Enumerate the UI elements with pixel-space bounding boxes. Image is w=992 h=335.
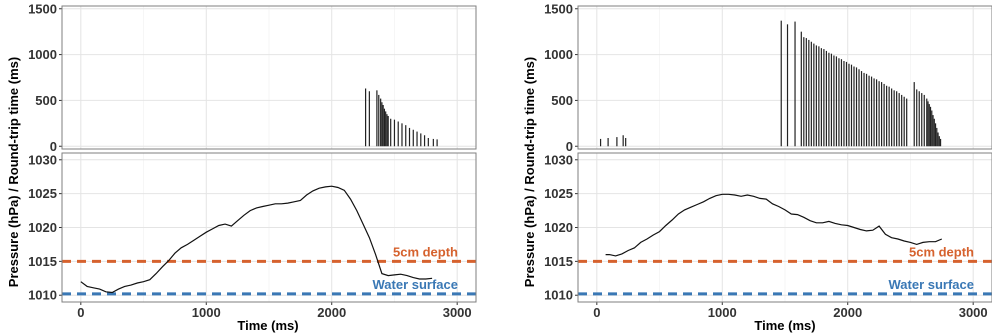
- left-top-y-tick-label: 0: [50, 139, 57, 154]
- right-bottom-y-tick-label: 1010: [544, 288, 573, 303]
- left-bottom-x-tick-label: 3000: [443, 305, 472, 320]
- right-bottom-panel: 1010 1015 1020 1025 1030 0 1000 2000 3000 5cm dep…: [544, 152, 992, 320]
- right-bottom-x-tick-label: 0: [593, 305, 600, 320]
- left-y-axis-title: Pressure (hPa) / Round-trip time (ms): [6, 57, 21, 287]
- left-bottom-x-tick-label: 0: [77, 305, 84, 320]
- right-top-y-tick-label: 0: [566, 139, 573, 154]
- left-bottom-x-tick-label: 2000: [317, 305, 346, 320]
- right-bottom-reference-label: 5cm depth: [909, 244, 974, 259]
- right-x-axis-title: Time (ms): [754, 318, 815, 333]
- right-bottom-y-tick-label: 1020: [544, 220, 573, 235]
- right-bottom-x-tick-label: 3000: [959, 305, 988, 320]
- left-bottom-panel: 1010 1015 1020 1025 1030 0 1000 2000 3000 5cm dep…: [28, 152, 477, 320]
- right-bottom-reference-label: Water surface: [889, 277, 975, 292]
- right-y-axis-title: Pressure (hPa) / Round-trip time (ms): [522, 57, 537, 287]
- right-top-panel: 0 500 1000 1500: [544, 1, 992, 154]
- left-bottom-reference-label: 5cm depth: [393, 244, 458, 259]
- right-bottom-y-tick-label: 1025: [544, 186, 573, 201]
- left-bottom-reference-label: Water surface: [373, 277, 459, 292]
- right-top-border: [577, 5, 992, 150]
- left-bottom-y-tick-label: 1015: [28, 254, 57, 269]
- right-bottom-series-line: [605, 193, 943, 257]
- right-bottom-border: [577, 152, 992, 303]
- left-top-border: [61, 5, 477, 150]
- left-x-axis-title: Time (ms): [237, 318, 298, 333]
- left-bottom-x-tick-label: 1000: [192, 305, 221, 320]
- left-bottom-y-tick-label: 1030: [28, 152, 57, 167]
- right-bottom-x-tick-label: 2000: [833, 305, 862, 320]
- left-top-y-tick-label: 500: [35, 93, 57, 108]
- left-bottom-y-tick-label: 1025: [28, 186, 57, 201]
- right-top-y-tick-label: 1500: [544, 1, 573, 16]
- left-bottom-y-tick-label: 1020: [28, 220, 57, 235]
- right-bottom-y-tick-label: 1030: [544, 152, 573, 167]
- left-bottom-y-tick-label: 1010: [28, 288, 57, 303]
- right-top-y-tick-label: 500: [551, 93, 573, 108]
- right-bottom-y-tick-label: 1015: [544, 254, 573, 269]
- right-bottom-x-tick-label: 1000: [708, 305, 737, 320]
- left-top-y-tick-label: 1500: [28, 1, 57, 16]
- left-top-y-tick-label: 1000: [28, 47, 57, 62]
- left-top-panel: 0 500 1000 1500: [28, 1, 477, 154]
- left-bottom-series-line: [80, 185, 433, 294]
- right-top-y-tick-label: 1000: [544, 47, 573, 62]
- left-bottom-border: [61, 152, 477, 303]
